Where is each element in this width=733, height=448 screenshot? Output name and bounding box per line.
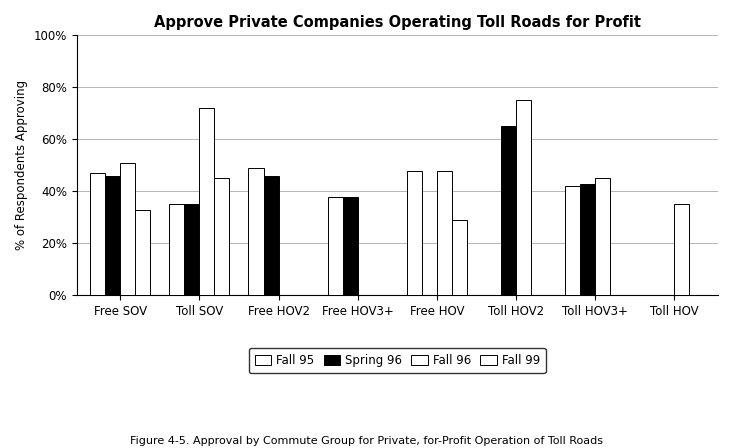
Bar <box>595 178 611 295</box>
Y-axis label: % of Respondents Approving: % of Respondents Approving <box>15 80 28 250</box>
Legend: Fall 95, Spring 96, Fall 96, Fall 99: Fall 95, Spring 96, Fall 96, Fall 99 <box>249 348 545 373</box>
Bar <box>674 204 690 295</box>
Bar <box>328 197 343 295</box>
Bar <box>501 126 516 295</box>
Bar <box>565 186 581 295</box>
Bar <box>215 178 229 295</box>
Bar <box>199 108 215 295</box>
Title: Approve Private Companies Operating Toll Roads for Profit: Approve Private Companies Operating Toll… <box>154 15 641 30</box>
Bar <box>105 176 120 295</box>
Bar <box>90 173 105 295</box>
Bar <box>581 184 595 295</box>
Bar <box>437 171 452 295</box>
Bar <box>452 220 467 295</box>
Bar <box>264 176 279 295</box>
Bar <box>169 204 184 295</box>
Bar <box>136 210 150 295</box>
Bar <box>248 168 264 295</box>
Bar <box>343 197 358 295</box>
Bar <box>184 204 199 295</box>
Bar <box>120 163 136 295</box>
Text: Figure 4-5. Approval by Commute Group for Private, for-Profit Operation of Toll : Figure 4-5. Approval by Commute Group fo… <box>130 436 603 446</box>
Bar <box>407 171 422 295</box>
Bar <box>516 100 531 295</box>
